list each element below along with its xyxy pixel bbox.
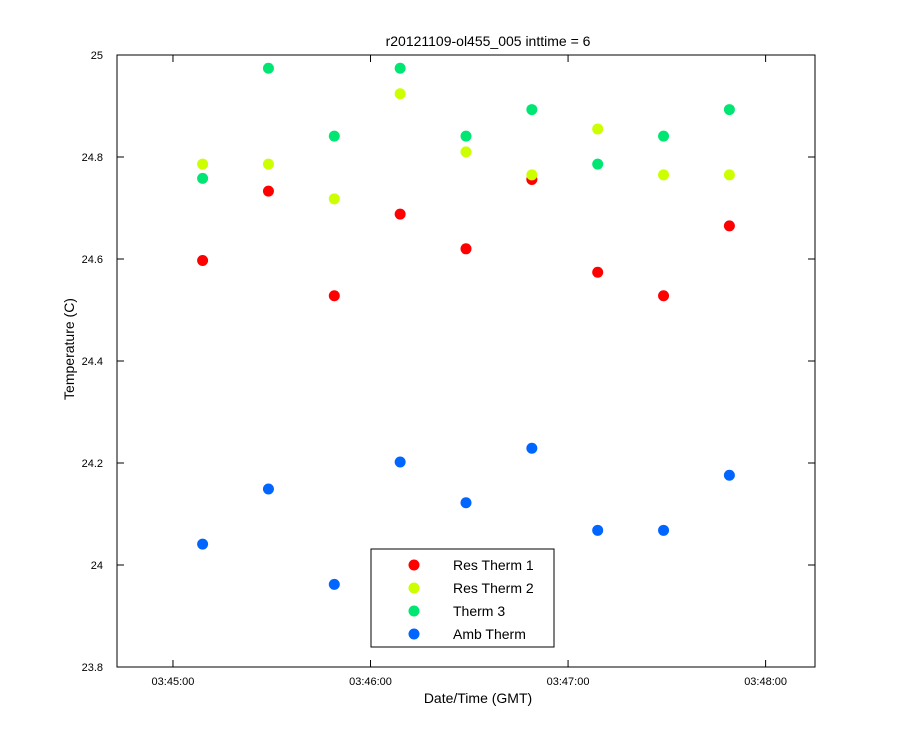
data-points (197, 62, 735, 590)
point-res-therm-1 (658, 290, 670, 302)
y-tick-label: 25 (91, 50, 103, 62)
point-res-therm-2 (394, 88, 406, 100)
point-therm-3 (460, 130, 472, 142)
y-tick-label: 24.8 (82, 152, 103, 164)
point-amb-therm (262, 483, 274, 495)
x-tick-label: 03:48:00 (744, 676, 787, 688)
y-axis: 23.8 24 24.2 24.4 24.6 24.8 25 (82, 50, 815, 674)
y-axis-label: Temperature (C) (61, 298, 77, 400)
x-tick-label: 03:46:00 (349, 676, 392, 688)
point-amb-therm (394, 456, 406, 468)
legend-label-amb-therm: Amb Therm (453, 626, 526, 642)
point-therm-3 (197, 172, 209, 184)
y-tick-label: 23.8 (82, 662, 103, 674)
point-amb-therm (197, 538, 209, 550)
legend-marker-therm-3 (408, 605, 420, 617)
point-amb-therm (723, 469, 735, 481)
point-res-therm-1 (592, 266, 604, 278)
y-tick-label: 24 (91, 560, 103, 572)
point-res-therm-1 (262, 185, 274, 197)
point-res-therm-2 (658, 169, 670, 181)
y-tick-label: 24.2 (82, 458, 103, 470)
point-therm-3 (262, 62, 274, 74)
point-res-therm-1 (394, 208, 406, 220)
point-res-therm-2 (197, 158, 209, 170)
point-res-therm-2 (526, 169, 538, 181)
point-amb-therm (526, 442, 538, 454)
x-tick-label: 03:45:00 (152, 676, 195, 688)
x-axis: 03:45:00 03:46:00 03:47:00 03:48:00 (152, 55, 787, 688)
point-res-therm-1 (197, 255, 209, 267)
point-therm-3 (592, 158, 604, 170)
point-therm-3 (723, 104, 735, 116)
point-amb-therm (592, 524, 604, 536)
point-res-therm-2 (262, 158, 274, 170)
point-therm-3 (328, 130, 340, 142)
point-res-therm-2 (328, 193, 340, 205)
point-amb-therm (658, 524, 670, 536)
point-res-therm-1 (328, 290, 340, 302)
legend-label-res-therm-1: Res Therm 1 (453, 557, 534, 573)
x-axis-label: Date/Time (GMT) (424, 690, 532, 706)
point-res-therm-1 (723, 220, 735, 232)
chart-title: r20121109-ol455_005 inttime = 6 (386, 33, 591, 49)
point-amb-therm (328, 578, 340, 590)
point-res-therm-2 (460, 146, 472, 158)
point-res-therm-2 (723, 169, 735, 181)
point-therm-3 (658, 130, 670, 142)
legend-label-res-therm-2: Res Therm 2 (453, 580, 534, 596)
point-res-therm-2 (592, 123, 604, 135)
legend-marker-res-therm-2 (408, 582, 420, 594)
y-tick-label: 24.4 (82, 356, 103, 368)
point-therm-3 (526, 104, 538, 116)
point-therm-3 (394, 62, 406, 74)
x-tick-label: 03:47:00 (547, 676, 590, 688)
legend-marker-amb-therm (408, 628, 420, 640)
legend-box (370, 548, 555, 648)
legend-marker-res-therm-1 (408, 559, 420, 571)
legend-label-therm-3: Therm 3 (453, 603, 505, 619)
y-tick-label: 24.6 (82, 254, 103, 266)
legend: Res Therm 1 Res Therm 2 Therm 3 Amb Therm (370, 548, 555, 648)
point-amb-therm (460, 497, 472, 509)
point-res-therm-1 (460, 243, 472, 255)
